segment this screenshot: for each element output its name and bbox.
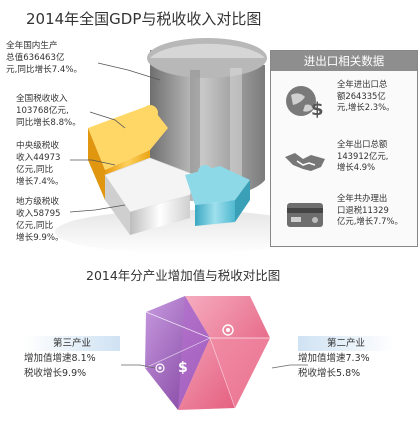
local-tax-callout-line: 增长9.9%。 — [16, 233, 64, 243]
globe-dollar-icon: $ — [286, 86, 324, 120]
chart-title-top: 2014年全国GDP与税收收入对比图 — [26, 10, 262, 28]
secondary-growth-value: 增加值增速7.3% — [298, 353, 370, 364]
tax-callout: 全国税收收入 103768亿元, 同比增长8.8%。 — [16, 93, 81, 129]
trade-item-rebate: 全年共办理出 口退税11329 亿元,增长7.7%。 — [275, 191, 415, 243]
gear-icon — [222, 324, 234, 336]
gdp-callout-line: 全年国内生产 — [6, 41, 58, 51]
svg-text:$: $ — [311, 99, 324, 120]
central-tax-callout-line: 中央级税收 — [16, 141, 59, 151]
trade-item-export: 全年出口总额 143912亿元, 增长4.9% — [275, 137, 415, 189]
tertiary-industry-box: 第三产业 增加值增速8.1% 税收增长9.9% — [24, 336, 120, 381]
tax-callout-line: 同比增长8.8%。 — [16, 118, 81, 128]
trade-item-line: 全年共办理出 — [337, 193, 388, 203]
industry-callout-lines — [121, 364, 308, 369]
tax-callout-line: 全国税收收入 — [16, 94, 68, 104]
secondary-industry-label: 第二产业 — [298, 336, 394, 351]
tertiary-industry-label: 第三产业 — [24, 336, 120, 351]
chart-title-bottom: 2014年分产业增加值与税收对比图 — [86, 268, 281, 283]
trade-item-line: 增长4.9% — [337, 162, 376, 172]
handshake-icon — [285, 153, 325, 171]
secondary-tax-growth: 税收增长5.8% — [298, 368, 361, 379]
trade-item-line: 全年进出口总 — [337, 79, 388, 89]
trade-item-line: 全年出口总额 — [337, 139, 388, 149]
local-tax-callout-line: 收入58795 — [16, 209, 61, 219]
industry-gem: $ — [144, 296, 273, 410]
gdp-callout: 全年国内生产 总值636463亿 元,同比增长7.4%。 — [6, 40, 82, 76]
trade-item-total: $ 全年进出口总 额264335亿 元,增长2.3%。 — [275, 77, 415, 129]
gdp-callout-line: 元,同比增长7.4%。 — [6, 65, 83, 75]
trade-item-line: 亿元,增长7.7%。 — [337, 216, 403, 226]
central-tax-callout-line: 收入44973 — [16, 153, 61, 163]
trade-item-line: 143912亿元, — [337, 150, 389, 161]
trade-item-line: 额264335亿 — [337, 90, 386, 101]
credit-card-icon — [287, 203, 323, 227]
central-tax-callout-line: 亿元,同比 — [16, 165, 54, 175]
central-tax-callout: 中央级税收 收入44973 亿元,同比 增长7.4%。 — [16, 140, 64, 188]
local-tax-callout-line: 地方级税收 — [16, 197, 59, 207]
local-tax-slice — [185, 165, 250, 226]
tertiary-growth-value: 增加值增速8.1% — [24, 353, 96, 364]
gdp-callout-line: 总值636463亿 — [6, 53, 65, 63]
trade-panel-title: 进出口相关数据 — [271, 51, 417, 71]
tertiary-tax-growth: 税收增长9.9% — [24, 368, 87, 379]
trade-item-line: 元,增长2.3%。 — [337, 102, 395, 112]
trade-item-line: 口退税11329 — [337, 204, 389, 215]
gdp-slice — [147, 38, 267, 202]
trade-data-panel: 进出口相关数据 $ 全年进出口总 额264335亿 元,增长2.3%。 全年出口… — [270, 50, 418, 247]
secondary-industry-box: 第二产业 增加值增速7.3% 税收增长5.8% — [298, 336, 394, 381]
local-tax-callout-line: 亿元,同比 — [16, 221, 54, 231]
tax-callout-line: 103768亿元, — [16, 106, 69, 116]
dollar-icon: $ — [178, 360, 188, 376]
central-tax-callout-line: 增长7.4%。 — [16, 177, 64, 187]
local-tax-callout: 地方级税收 收入58795 亿元,同比 增长9.9%。 — [16, 196, 64, 244]
callout-lines — [69, 62, 161, 213]
